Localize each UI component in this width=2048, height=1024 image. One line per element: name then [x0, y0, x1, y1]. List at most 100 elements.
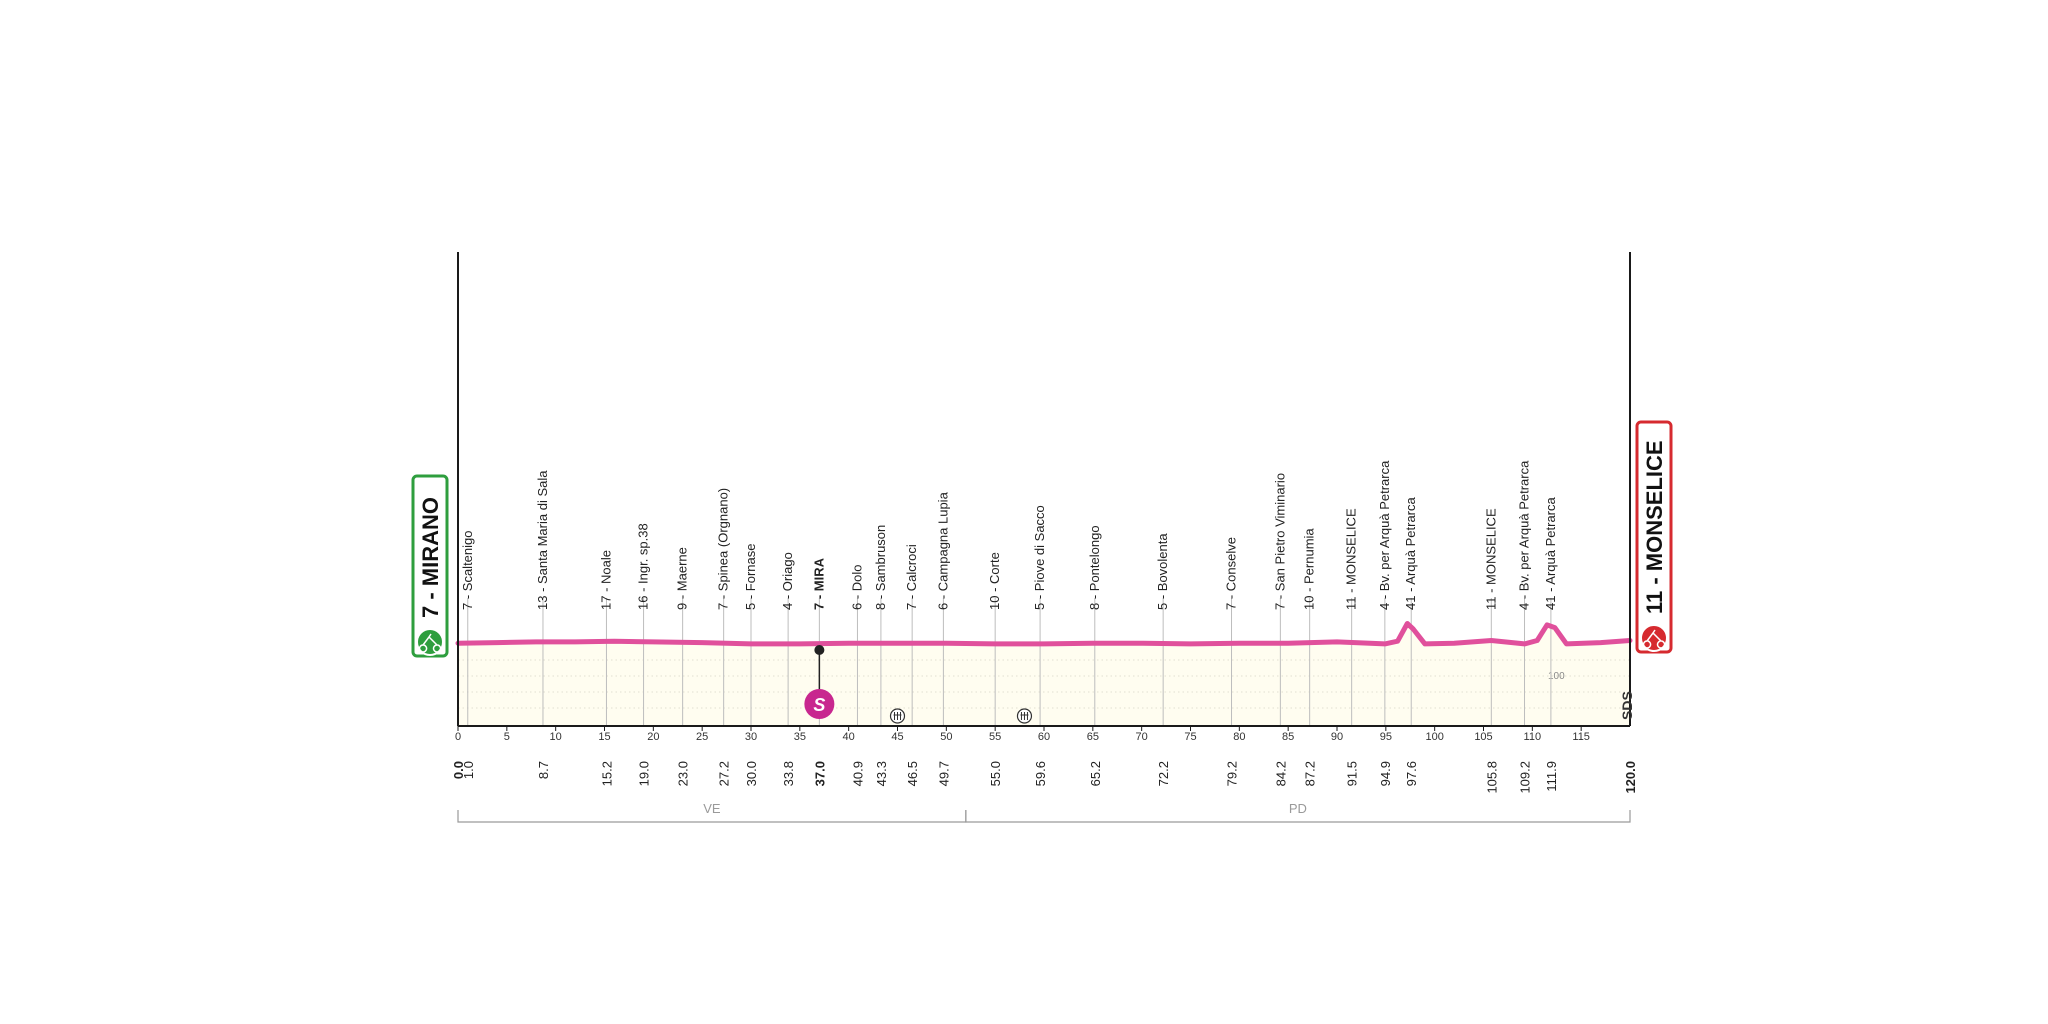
brand-mark: SDS	[1619, 691, 1635, 720]
x-tick-label: 45	[891, 731, 903, 743]
waypoint-km-label: 0.0	[451, 761, 466, 779]
waypoint-km-label: 15.2	[599, 761, 614, 786]
waypoint-km-label: 1.0	[461, 761, 476, 779]
x-tick-label: 55	[989, 731, 1001, 743]
finish-bike-glyph	[1642, 629, 1666, 649]
waypoint-label: 11 - MONSELICE	[1483, 508, 1498, 610]
waypoint-km-label: 30.0	[744, 761, 759, 786]
waypoint-km-label: 40.9	[850, 761, 865, 786]
feed-zone-glyph	[1020, 712, 1029, 720]
x-tick-label: 65	[1087, 731, 1099, 743]
x-tick-label: 20	[647, 731, 659, 743]
waypoint-label: 7 - MIRA	[811, 557, 826, 610]
x-tick-label: 70	[1136, 731, 1148, 743]
waypoint-label: 5 - Piove di Sacco	[1032, 505, 1047, 610]
waypoint-km-label: 59.6	[1033, 761, 1048, 786]
profile-line	[455, 621, 1633, 647]
x-tick-label: 85	[1282, 731, 1294, 743]
waypoint-km-label: 37.0	[812, 761, 827, 786]
profile-fill	[458, 623, 1630, 726]
waypoint-label: 8 - Sambruson	[873, 525, 888, 610]
waypoint-km-label: 87.2	[1303, 761, 1318, 786]
waypoint-label: 7 - San Pietro Viminario	[1272, 473, 1287, 610]
sprint-dot	[814, 645, 825, 655]
province-bracket	[965, 810, 1631, 823]
waypoint-km-label: 79.2	[1225, 761, 1240, 786]
x-tick-label: 25	[696, 731, 708, 743]
profile-area	[458, 623, 1630, 726]
markers: S SDS	[804, 645, 1635, 724]
waypoint-km-label: 84.2	[1273, 761, 1288, 786]
x-tick-label: 10	[550, 731, 562, 743]
x-tick-label: 5	[504, 731, 510, 743]
waypoint-km-label: 91.5	[1345, 761, 1360, 786]
waypoint-label: 13 - Santa Maria di Sala	[535, 470, 550, 610]
start-bike-glyph	[418, 633, 442, 653]
finish-label: 11 - MONSELICE	[1642, 440, 1667, 614]
waypoint-km-labels: 0.01.0 8.7 15.2 19.0 23.0 27.2 30.0 33.8 37.0 40.…	[451, 761, 1638, 794]
waypoint-km-label: 8.7	[536, 761, 551, 779]
waypoint-label: 4 - Oriago	[780, 552, 795, 610]
x-tick-label: 30	[745, 731, 757, 743]
profile-path	[455, 621, 1633, 647]
waypoint-km-label: 109.2	[1518, 761, 1533, 794]
x-tick-label: 50	[940, 731, 952, 743]
x-tick-label: 80	[1233, 731, 1245, 743]
waypoint-label: 10 - Pernumia	[1302, 528, 1317, 610]
waypoint-km-label: 94.9	[1378, 761, 1393, 786]
waypoint-km-label: 33.8	[781, 761, 796, 786]
waypoint-label: 7 - Spinea (Orgnano)	[716, 488, 731, 610]
grid-lines: 100	[458, 598, 1630, 726]
waypoints: 7 - Scaltenigo 13 - Santa Maria di Sala 17…	[460, 460, 1558, 610]
start-label: 7 - MIRANO	[418, 497, 443, 618]
waypoint-km-label: 111.9	[1544, 761, 1559, 792]
x-tick-label: 100	[1425, 731, 1443, 743]
sprint-symbol: S	[813, 695, 825, 715]
waypoint-label: 6 - Campagna Lupia	[935, 491, 950, 610]
start-finish-flags: 7 - MIRANO 11 - MONSELICE	[411, 420, 1673, 658]
x-tick-label: 40	[843, 731, 855, 743]
start-bike-icon	[416, 628, 444, 656]
waypoint-label: 41 - Arquà Petrarca	[1543, 497, 1558, 610]
waypoint-label: 4 - Bv. per Arquà Petrarca	[1377, 460, 1392, 610]
waypoint-label: 8 - Pontelongo	[1087, 525, 1102, 610]
waypoint-label: 11 - MONSELICE	[1344, 508, 1359, 610]
waypoint-label: 7 - Scaltenigo	[460, 531, 475, 611]
province-bands: VE PD	[457, 801, 1631, 823]
waypoint-label: 17 - Noale	[598, 550, 613, 610]
waypoint-label: 7 - Conselve	[1224, 537, 1239, 610]
x-tick-label: 75	[1184, 731, 1196, 743]
waypoint-label: 5 - Bovolenta	[1155, 533, 1170, 610]
feed-zone-glyph	[893, 712, 902, 720]
waypoint-label: 5 - Fornase	[743, 544, 758, 610]
x-tick-label: 15	[598, 731, 610, 743]
x-tick-label: 95	[1380, 731, 1392, 743]
x-tick-label: 105	[1474, 731, 1492, 743]
waypoint-label: 7 - Calcroci	[904, 544, 919, 610]
waypoint-km-label: 105.8	[1484, 761, 1499, 794]
waypoint-label: 4 - Bv. per Arquà Petrarca	[1517, 460, 1532, 610]
finish-bike-icon	[1640, 624, 1668, 652]
sprint-badge	[804, 689, 835, 719]
x-tick-label: 110	[1524, 731, 1542, 743]
waypoint-km-label: 72.2	[1156, 761, 1171, 786]
province-label: VE	[703, 801, 721, 816]
waypoint-label: 41 - Arquà Petrarca	[1403, 497, 1418, 610]
x-ticks: 0 5 10 15 20 25 30 35 40 45 50 55 60 65 70 75 80 85 90 95 10…	[455, 726, 1590, 743]
waypoint-label: 10 - Corte	[987, 552, 1002, 610]
waypoint-km-label: 49.7	[936, 761, 951, 786]
waypoint-km-label: 19.0	[637, 761, 652, 786]
waypoint-label: 16 - Ingr. sp.38	[636, 523, 651, 610]
waypoint-km-label: 43.3	[874, 761, 889, 786]
x-tick-label: 0	[455, 731, 461, 743]
province-label: PD	[1289, 801, 1307, 816]
waypoint-km-label: 97.6	[1404, 761, 1419, 786]
waypoint-km-label: 27.2	[717, 761, 732, 786]
waypoint-label: 6 - Dolo	[849, 564, 864, 610]
waypoint-label: 9 - Maerne	[675, 547, 690, 610]
x-tick-label: 90	[1331, 731, 1343, 743]
x-tick-label: 60	[1038, 731, 1050, 743]
waypoint-km-label: 120.0	[1623, 761, 1638, 794]
waypoint-km-label: 65.2	[1088, 761, 1103, 786]
